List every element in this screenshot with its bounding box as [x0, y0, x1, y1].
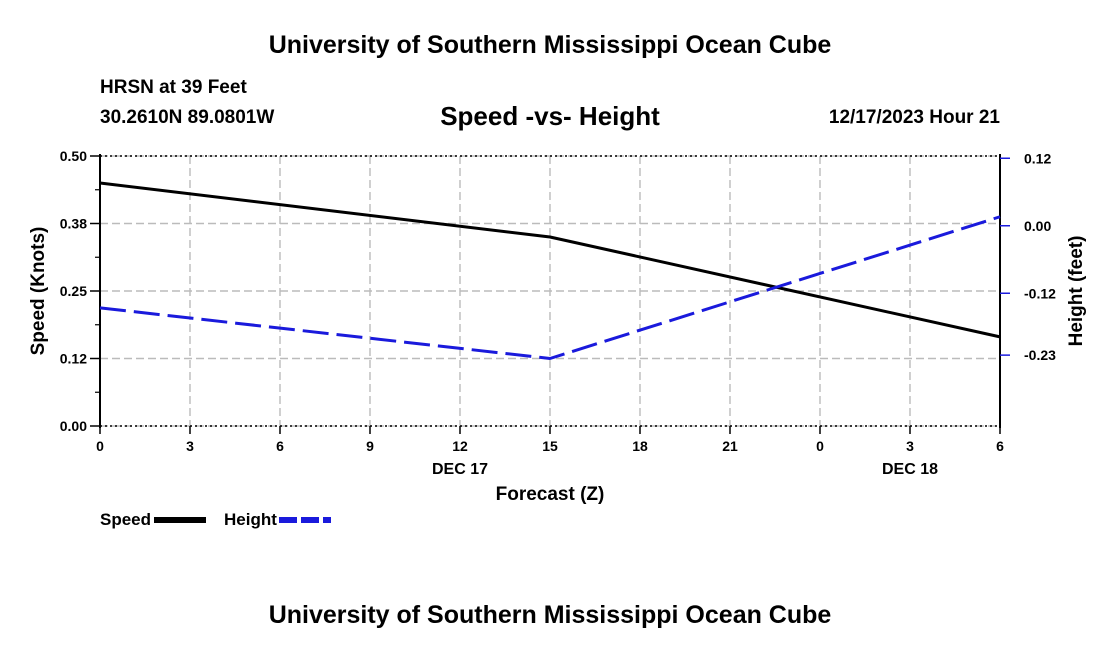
x-tick-label: 21: [722, 438, 738, 454]
grid-lines: [100, 155, 1000, 427]
x-tick-label: 18: [632, 438, 648, 454]
legend-item-height: Height: [224, 510, 331, 530]
legend-speed-swatch: [154, 517, 207, 523]
x-date-label: DEC 18: [882, 461, 938, 478]
x-tick-label: 0: [96, 438, 104, 454]
x-tick-label: 12: [452, 438, 468, 454]
x-tick-label: 3: [186, 438, 194, 454]
legend-speed-label: Speed: [100, 510, 152, 529]
legend-height-swatch: [278, 517, 331, 523]
station-label: HRSN at 39 Feet: [100, 77, 247, 98]
x-tick-label: 0: [816, 438, 824, 454]
x-tick-label: 15: [542, 438, 558, 454]
run-time-label: 12/17/2023 Hour 21: [828, 107, 1000, 128]
coordinates-label: 30.2610N 89.0801W: [100, 107, 275, 128]
y-tick-label-left: 0.12: [60, 351, 87, 367]
legend: Speed Height: [100, 510, 349, 530]
y-axis-title-left: Speed (Knots): [28, 227, 49, 356]
chart-title: Speed -vs- Height: [440, 101, 660, 131]
y-tick-label-right: -0.12: [1024, 285, 1056, 301]
x-tick-label: 6: [276, 438, 284, 454]
x-axis-title: Forecast (Z): [496, 484, 605, 505]
y-tick-label-left: 0.50: [60, 148, 87, 164]
x-tick-label: 3: [906, 438, 914, 454]
axis-labels: 0.00 0.12 0.25 0.38 0.50 0.12 0.00 -0.12 -0.23 0 3…: [28, 148, 1087, 505]
footer-title: University of Southern Mississippi Ocean…: [268, 601, 832, 629]
x-tick-label: 9: [366, 438, 374, 454]
y-tick-label-right: 0.12: [1024, 150, 1051, 166]
x-date-label: DEC 17: [432, 461, 488, 478]
page-title: University of Southern Mississippi Ocean…: [268, 31, 832, 59]
series-lines: [99, 181, 1001, 360]
y-tick-label-left: 0.25: [60, 283, 87, 299]
axis-ticks: [90, 155, 1010, 434]
y-tick-label-right: -0.23: [1024, 347, 1056, 363]
y-axis-title-right: Height (feet): [1066, 236, 1087, 347]
y-tick-label-left: 0.38: [60, 216, 87, 232]
y-tick-label-right: 0.00: [1024, 218, 1051, 234]
legend-item-speed: Speed: [100, 510, 207, 530]
legend-height-label: Height: [224, 510, 277, 529]
x-tick-label: 6: [996, 438, 1004, 454]
y-tick-label-left: 0.00: [60, 418, 87, 434]
